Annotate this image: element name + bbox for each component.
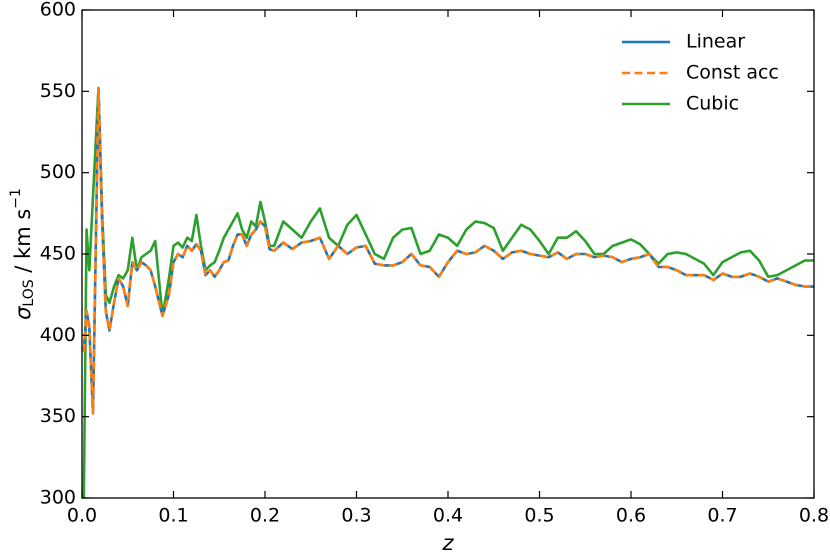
x-tick-label: 0.0 <box>67 505 97 527</box>
y-axis-label: σLOS / km s−1 <box>8 188 37 320</box>
legend-label: Const acc <box>686 62 779 84</box>
y-label-unit: / km s <box>11 209 35 280</box>
x-tick-label: 0.5 <box>524 505 554 527</box>
x-tick-label: 0.1 <box>158 505 188 527</box>
legend-label: Linear <box>686 31 745 53</box>
x-tick-label: 0.8 <box>799 505 829 527</box>
legend-label: Cubic <box>686 93 739 115</box>
y-tick-label: 400 <box>40 324 76 346</box>
y-tick-label: 450 <box>40 243 76 265</box>
y-tick-label: 500 <box>40 161 76 183</box>
y-tick-label: 550 <box>40 80 76 102</box>
x-tick-label: 0.6 <box>616 505 646 527</box>
y-tick-label: 600 <box>40 0 76 21</box>
line-series <box>82 86 814 415</box>
x-tick-label: 0.3 <box>341 505 371 527</box>
y-label-sub: LOS <box>21 279 37 306</box>
y-label-sup: −1 <box>8 188 24 209</box>
x-tick-label: 0.2 <box>250 505 280 527</box>
y-label-symbol: σ <box>11 306 35 320</box>
x-axis-label: z <box>441 531 454 554</box>
y-tick-label: 350 <box>40 405 76 427</box>
x-tick-label: 0.4 <box>433 505 463 527</box>
x-tick-label: 0.7 <box>707 505 737 527</box>
y-tick-label: 300 <box>40 487 76 509</box>
line-series <box>82 86 814 499</box>
